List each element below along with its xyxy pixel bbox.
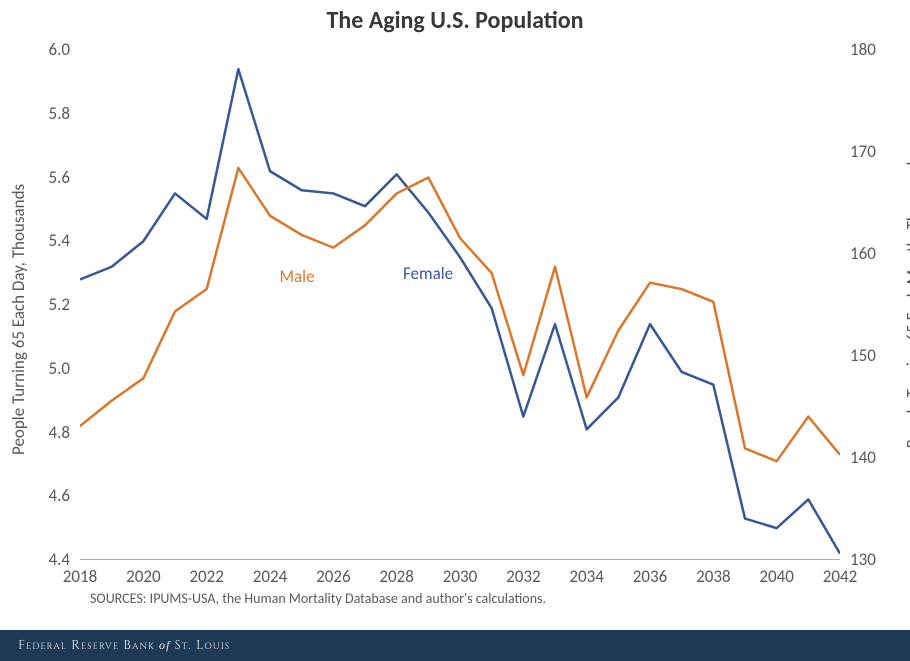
series-label-female: Female xyxy=(403,263,453,284)
chart-title: The Aging U.S. Population xyxy=(0,6,910,35)
series-label-male: Male xyxy=(280,266,315,287)
y-right-tick-label: 160 xyxy=(850,243,876,264)
y-left-tick-label: 5.0 xyxy=(48,358,70,379)
x-tick-label: 2028 xyxy=(379,566,413,587)
source-note: SOURCES: IPUMS-USA, the Human Mortality … xyxy=(90,590,546,607)
x-tick-label: 2038 xyxy=(696,566,730,587)
plot-area xyxy=(80,50,840,560)
x-tick-label: 2036 xyxy=(633,566,667,587)
x-tick-label: 2034 xyxy=(569,566,603,587)
footer-post: St. Louis xyxy=(174,636,230,654)
series-line-female xyxy=(80,69,840,554)
y-left-tick-label: 6.0 xyxy=(48,39,70,60)
y-right-tick-label: 180 xyxy=(850,39,876,60)
y-right-tick-label: 170 xyxy=(850,141,876,162)
y-left-tick-label: 4.6 xyxy=(48,485,70,506)
y-left-tick-label: 5.2 xyxy=(48,294,70,315)
x-tick-label: 2030 xyxy=(443,566,477,587)
x-tick-label: 2024 xyxy=(253,566,287,587)
y-left-tick-label: 5.8 xyxy=(48,103,70,124)
y-left-tick-label: 5.4 xyxy=(48,230,70,251)
x-tick-label: 2040 xyxy=(759,566,793,587)
footer-of: of xyxy=(155,638,175,652)
y-left-tick-label: 4.4 xyxy=(48,549,70,570)
y-left-tick-label: 4.8 xyxy=(48,422,70,443)
x-tick-label: 2026 xyxy=(316,566,350,587)
chart-container: The Aging U.S. Population People Turning… xyxy=(0,0,910,630)
y-right-tick-label: 150 xyxy=(850,345,876,366)
y-axis-left-label: People Turning 65 Each Day, Thousands xyxy=(8,184,29,455)
x-tick-label: 2032 xyxy=(506,566,540,587)
series-line-male xyxy=(80,168,840,461)
y-right-tick-label: 130 xyxy=(850,549,876,570)
x-tick-label: 2022 xyxy=(189,566,223,587)
footer-pre: Federal Reserve Bank xyxy=(18,636,155,654)
y-right-tick-label: 140 xyxy=(850,447,876,468)
x-tick-label: 2020 xyxy=(126,566,160,587)
y-axis-right-label: People Turning 65 Each Month, Thousands xyxy=(902,155,910,448)
y-left-tick-label: 5.6 xyxy=(48,167,70,188)
footer-bar: Federal Reserve Bank of St. Louis xyxy=(0,630,910,661)
